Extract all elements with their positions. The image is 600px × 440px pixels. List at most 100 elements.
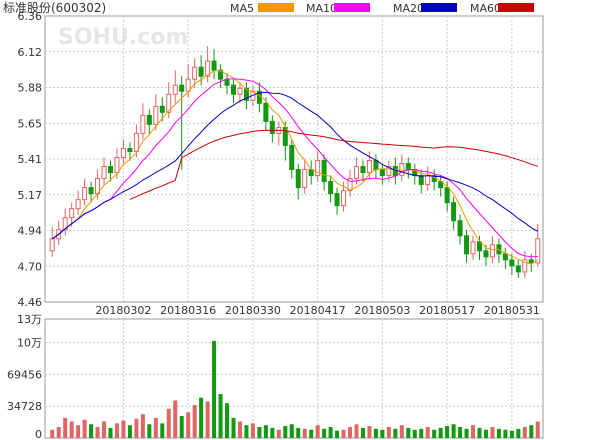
candle-body [334, 193, 340, 207]
volume-bar [373, 428, 378, 438]
candle-body [289, 144, 295, 171]
candle-body [405, 163, 411, 171]
volume-bar [302, 428, 307, 438]
volume-tick-label: 69456 [7, 368, 42, 381]
volume-bar [315, 425, 320, 438]
candle [470, 235, 476, 260]
volume-bar [82, 419, 87, 438]
volume-bar [393, 428, 398, 438]
candle-body [69, 208, 75, 219]
candle [334, 187, 340, 215]
volume-bar [309, 429, 314, 438]
volume-tick-label: 0 [35, 428, 42, 440]
candle [237, 82, 243, 104]
volume-bar [490, 427, 495, 438]
volume-bar [477, 427, 482, 438]
volume-bar [419, 428, 424, 438]
candle [230, 79, 237, 104]
legend-label-ma60: MA60 [470, 2, 501, 15]
candle [218, 64, 224, 89]
candle [295, 163, 301, 200]
candle-body [464, 235, 470, 255]
volume-bar [471, 425, 476, 438]
date-tick-label: 20180417 [290, 304, 346, 317]
volume-bar [522, 427, 527, 438]
volume-bar [503, 429, 508, 438]
volume-bar [322, 428, 327, 438]
candle-body [347, 178, 353, 192]
volume-bar [354, 424, 359, 438]
candle [289, 139, 295, 179]
candle-body [282, 126, 288, 146]
candle-body [476, 241, 483, 252]
candle-body [198, 66, 204, 77]
candle-body [321, 160, 327, 183]
volume-bar [412, 429, 417, 438]
candle [302, 160, 308, 194]
candle [82, 178, 88, 206]
candle-body [140, 114, 146, 134]
volume-bar [257, 427, 262, 438]
volume-panel: 13万 10万 69456 34728 0 [7, 313, 544, 440]
volume-frame [44, 318, 544, 439]
price-tick-label: 4.46 [18, 296, 43, 309]
candle-body [146, 114, 152, 125]
candle [75, 190, 81, 215]
legend-label-ma5: MA5 [230, 2, 254, 15]
candle [211, 49, 217, 80]
candle [107, 160, 114, 182]
candle-body [360, 166, 366, 174]
price-y-axis: 6.36 6.12 5.88 5.65 5.41 5.17 4.94 4.70 4.46 [18, 10, 43, 309]
volume-bar [406, 427, 411, 438]
volume-bar [438, 427, 443, 438]
volume-y-axis: 13万 10万 69456 34728 0 [7, 313, 42, 440]
volume-bar [56, 427, 61, 438]
candle [321, 154, 327, 191]
volume-bar [425, 427, 430, 438]
volume-bar [237, 421, 242, 438]
volume-bar [147, 424, 152, 438]
volume-bar [153, 417, 158, 438]
candle-body [192, 66, 198, 80]
candle-body [386, 166, 392, 177]
date-tick-label: 20180316 [160, 304, 216, 317]
volume-bar [76, 425, 81, 438]
candle-body [243, 87, 249, 101]
candle-body [166, 93, 172, 113]
price-tick-label: 4.70 [18, 260, 43, 273]
volume-bars [50, 340, 540, 438]
volume-bar [69, 421, 74, 438]
candle-body [470, 241, 476, 255]
candle-body [179, 84, 185, 92]
legend-swatch-ma10 [334, 3, 370, 12]
candle-body [341, 190, 347, 207]
candle-body [328, 181, 334, 195]
candle-body [509, 259, 515, 267]
volume-bar [445, 426, 450, 438]
volume-bar [160, 423, 165, 438]
date-tick-label: 20180517 [419, 304, 475, 317]
candle-body [107, 166, 114, 174]
candle [515, 259, 521, 278]
candle [483, 244, 489, 266]
volume-bar [399, 425, 404, 438]
candle-body [82, 187, 88, 201]
price-panel: SOHU.com 6.366.125.885.655.415.174.944.7… [18, 10, 544, 317]
candle-body [269, 120, 275, 134]
volume-bar [516, 428, 521, 438]
candle [205, 46, 211, 83]
volume-bar [529, 425, 534, 438]
candle-body [418, 175, 424, 186]
legend-swatch-ma60 [498, 3, 534, 12]
candle-body [263, 102, 269, 122]
candle-body [230, 84, 237, 95]
volume-bar [192, 405, 197, 438]
moving-averages [51, 70, 539, 265]
volume-bar [205, 401, 210, 438]
volume-bar [225, 403, 230, 438]
candle [159, 97, 165, 122]
volume-tick-label: 34728 [7, 400, 42, 413]
candle-body [62, 217, 68, 231]
candle-body [205, 60, 211, 77]
candle-body [535, 238, 541, 264]
